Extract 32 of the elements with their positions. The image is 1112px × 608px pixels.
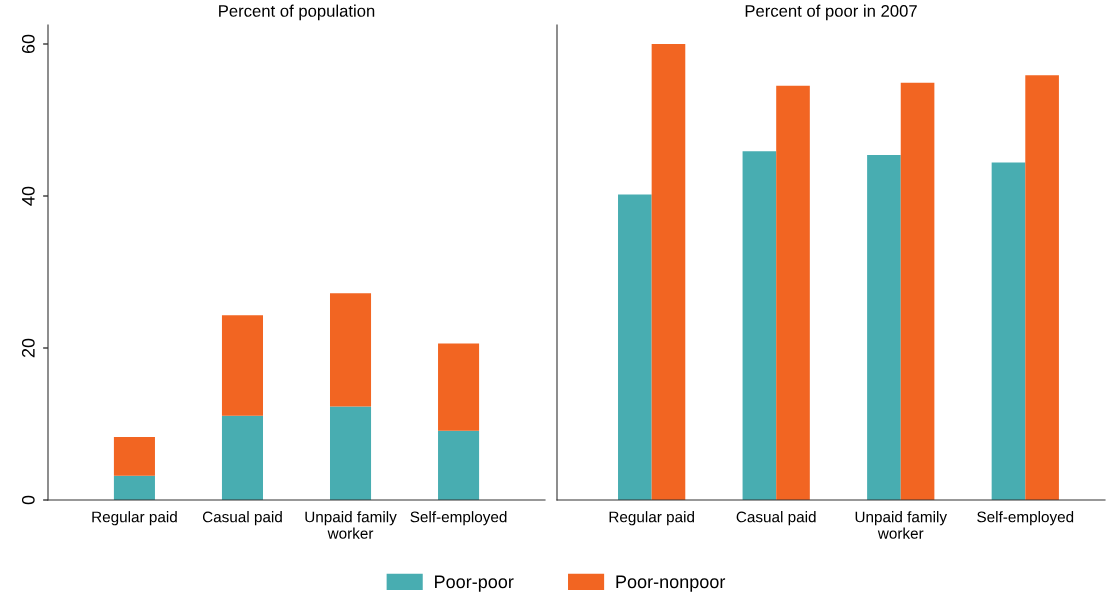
x-tick-label: Regular paid: [92, 511, 177, 526]
bar: [991, 162, 1026, 500]
bar: [618, 194, 652, 500]
x-tick-label: Self-employed: [977, 511, 1074, 526]
x-tick-label: Regular paid: [609, 511, 694, 526]
bar: [113, 475, 155, 500]
chart-title: Percent of poor in 2007: [745, 4, 917, 21]
bar: [742, 151, 777, 500]
y-tick-label: 20: [21, 338, 35, 358]
bar: [329, 406, 372, 500]
bar: [1025, 75, 1059, 500]
y-tick-label: 60: [21, 34, 35, 54]
bar: [900, 82, 935, 500]
bar: [113, 436, 155, 476]
bar: [867, 154, 901, 500]
y-tick-label: 0: [21, 495, 35, 505]
bar: [221, 415, 264, 500]
bar: [438, 343, 480, 431]
x-tick-label: Casual paid: [736, 511, 816, 526]
y-tick-label: 40: [21, 186, 35, 206]
x-tick-label: Casual paid: [202, 511, 282, 526]
x-tick-label: Unpaid family worker: [855, 511, 947, 539]
legend-label: Poor-poor: [435, 575, 514, 592]
bar: [651, 44, 686, 500]
bar: [438, 430, 480, 500]
x-tick-label: Unpaid family worker: [305, 511, 397, 539]
bar: [776, 85, 810, 500]
x-tick-label: Self-employed: [410, 511, 507, 526]
legend-label: Poor-nonpoor: [616, 575, 726, 592]
chart-title: Percent of population: [219, 4, 375, 21]
bar: [221, 315, 264, 416]
bar: [329, 293, 372, 407]
